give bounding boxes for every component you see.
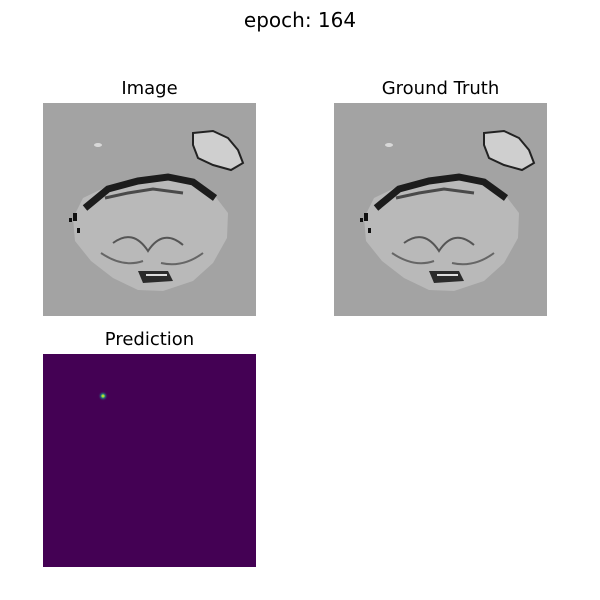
- ground-truth-panel: [334, 103, 547, 316]
- ground-truth-image: [334, 103, 547, 316]
- image-panel: [43, 103, 256, 316]
- ground-truth-panel-title: Ground Truth: [381, 78, 500, 99]
- prediction-heatmap: [43, 354, 256, 567]
- image-panel-title: Image: [121, 78, 178, 99]
- prediction-panel: [43, 354, 256, 567]
- figure-title: epoch: 164: [243, 8, 357, 32]
- mri-slice-image: [43, 103, 256, 316]
- prediction-panel-title: Prediction: [104, 329, 195, 350]
